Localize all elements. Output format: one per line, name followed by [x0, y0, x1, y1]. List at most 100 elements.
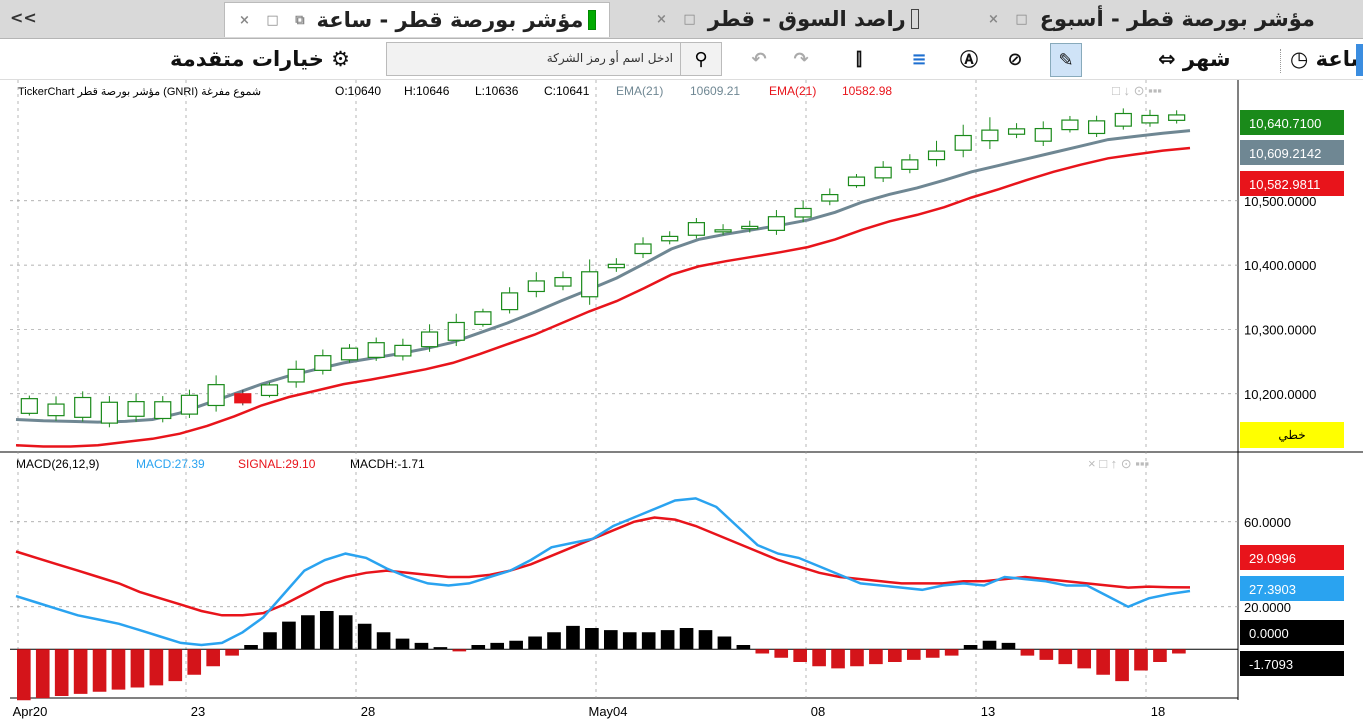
candle-body [234, 393, 252, 404]
tab-controls[interactable]: × □ [988, 11, 1034, 27]
y-tick-label: 60.0000 [1244, 515, 1291, 530]
histogram-bar [774, 649, 789, 658]
tab-label: مؤشر بورصة قطر - أسبوع [1039, 7, 1315, 31]
y-tick-label: 10,400.0000 [1244, 258, 1316, 273]
auto-icon: Ⓐ [960, 50, 978, 71]
separator [1280, 49, 1282, 73]
ohlc-open: O:10640 [335, 84, 381, 98]
x-tick-label: 28 [361, 704, 375, 719]
draw-tool-button[interactable]: ✎ [1050, 43, 1082, 77]
histogram-bar [698, 630, 713, 650]
candle-body [901, 159, 919, 170]
histogram-bar [963, 645, 978, 650]
tab-qatar-week[interactable]: × □ مؤشر بورصة قطر - أسبوع [982, 2, 1315, 36]
candle-body [287, 368, 305, 383]
macd-badge-label: -1.7093 [1249, 657, 1293, 672]
candle-body [501, 292, 519, 311]
status-indicator [588, 10, 597, 30]
histogram-bar [490, 642, 505, 650]
candle-body [687, 222, 705, 236]
macd-line [15, 497, 1191, 647]
histogram-bar [641, 632, 656, 650]
x-tick-label: 23 [191, 704, 205, 719]
histogram-bar [1115, 649, 1129, 682]
link-icon: ⇔ [1158, 47, 1183, 71]
tab-controls[interactable]: × □ [656, 11, 702, 27]
chart-area: TickerChart مؤشر بورصة قطر (GNRI) شموع م… [0, 80, 1363, 722]
histogram-bar [395, 638, 410, 650]
histogram-bar [244, 645, 258, 650]
histogram-bar [660, 630, 675, 650]
candle-body [74, 396, 92, 418]
advanced-options-button[interactable]: خيارات متقدمة ⚙ [170, 43, 350, 75]
volume-profile-button[interactable]: ≡ [904, 43, 934, 75]
candle-body [1088, 120, 1106, 135]
candle-body [821, 193, 839, 202]
redo-button[interactable]: ↷ [786, 43, 816, 75]
candle-body [874, 166, 892, 179]
histogram-bar [585, 628, 599, 650]
macd-badge [1240, 651, 1344, 676]
chart-mode-badge[interactable] [1240, 422, 1344, 448]
tab-qatar-hour[interactable]: × □ ⧉ مؤشر بورصة قطر - ساعة [224, 2, 611, 37]
tab-label: مؤشر بورصة قطر - ساعة [316, 8, 584, 32]
candle-body [554, 276, 572, 287]
macdh-value: MACDH:-1.71 [350, 457, 425, 471]
ema1-value: 10609.21 [690, 84, 740, 98]
candle-body [340, 347, 359, 361]
histogram-bar [73, 649, 88, 694]
chart-svg[interactable]: TickerChart مؤشر بورصة قطر (GNRI) شموع م… [0, 80, 1363, 722]
signal-value: SIGNAL:29.10 [238, 457, 316, 471]
tab-market-watch[interactable]: × □ راصد السوق - قطر [650, 2, 924, 36]
indicator-button[interactable]: ⊘ [1000, 43, 1030, 75]
histogram-bar [604, 630, 618, 650]
undo-icon: ↶ [751, 48, 767, 70]
candle-body [1168, 114, 1186, 121]
y-tick-label: 20.0000 [1244, 600, 1291, 615]
histogram-bar [944, 649, 959, 656]
pane-controls[interactable]: × □ ↑ ⊙ ▪▪▪ [1088, 456, 1149, 471]
macd-plot: 29.0996 27.3903 0.0000 -1.7093 [10, 497, 1344, 701]
candle-body [127, 401, 145, 417]
price-plot: 10,640.7100 10,609.2142 10,582.9811 [15, 108, 1344, 448]
candle-body [394, 344, 412, 357]
collapse-tabs-button[interactable]: << [10, 8, 37, 27]
price-badge-label: 10,609.2142 [1249, 146, 1321, 161]
histogram-bar [433, 647, 448, 650]
x-tick-label: May04 [588, 704, 627, 719]
period-month-button[interactable]: ⇔ شهر [1158, 43, 1231, 75]
macd-badge-label: 27.3903 [1249, 582, 1296, 597]
undo-button[interactable]: ↶ [744, 43, 774, 75]
histogram-bar [1001, 642, 1016, 650]
search-icon[interactable]: ⚲ [680, 43, 721, 75]
candle-body [1007, 128, 1026, 135]
histogram-bar [1134, 649, 1148, 671]
ema2-value: 10582.98 [842, 84, 892, 98]
pane-controls[interactable]: □ ↓ ⊙ ▪▪▪ [1112, 83, 1162, 98]
pen-icon: ✎ [1058, 49, 1074, 71]
histogram-bar [528, 636, 542, 650]
auto-button[interactable]: Ⓐ [954, 43, 984, 75]
candle-body [207, 384, 225, 407]
histogram-bar [187, 649, 202, 675]
candle-body [927, 150, 946, 161]
candle-body [607, 263, 625, 269]
company-search-field[interactable]: ادخل اسم أو رمز الشركة ⚲ [386, 42, 722, 76]
histogram-bar [1153, 649, 1167, 662]
period-hour-button[interactable]: ◷ ساعة [1290, 43, 1363, 75]
histogram-bar [111, 649, 126, 690]
search-placeholder: ادخل اسم أو رمز الشركة [546, 51, 673, 65]
x-tick-label: 18 [1151, 704, 1165, 719]
histogram-bar [168, 649, 183, 682]
histogram-bar [54, 649, 69, 696]
y-tick-label: 10,200.0000 [1244, 387, 1316, 402]
axis-labels: Apr20 23 28 May04 08 13 18 10,500.0000 10,400.00… [13, 194, 1317, 719]
tab-controls[interactable]: × □ ⧉ [239, 12, 311, 28]
candle-body [367, 342, 385, 358]
histogram-bar [925, 649, 940, 658]
x-tick-label: Apr20 [13, 704, 48, 719]
candle-body [1061, 119, 1079, 131]
gear-icon: ⚙ [323, 47, 350, 71]
chart-type-button[interactable]: ⫿ [844, 43, 874, 75]
candle-body [260, 384, 279, 397]
